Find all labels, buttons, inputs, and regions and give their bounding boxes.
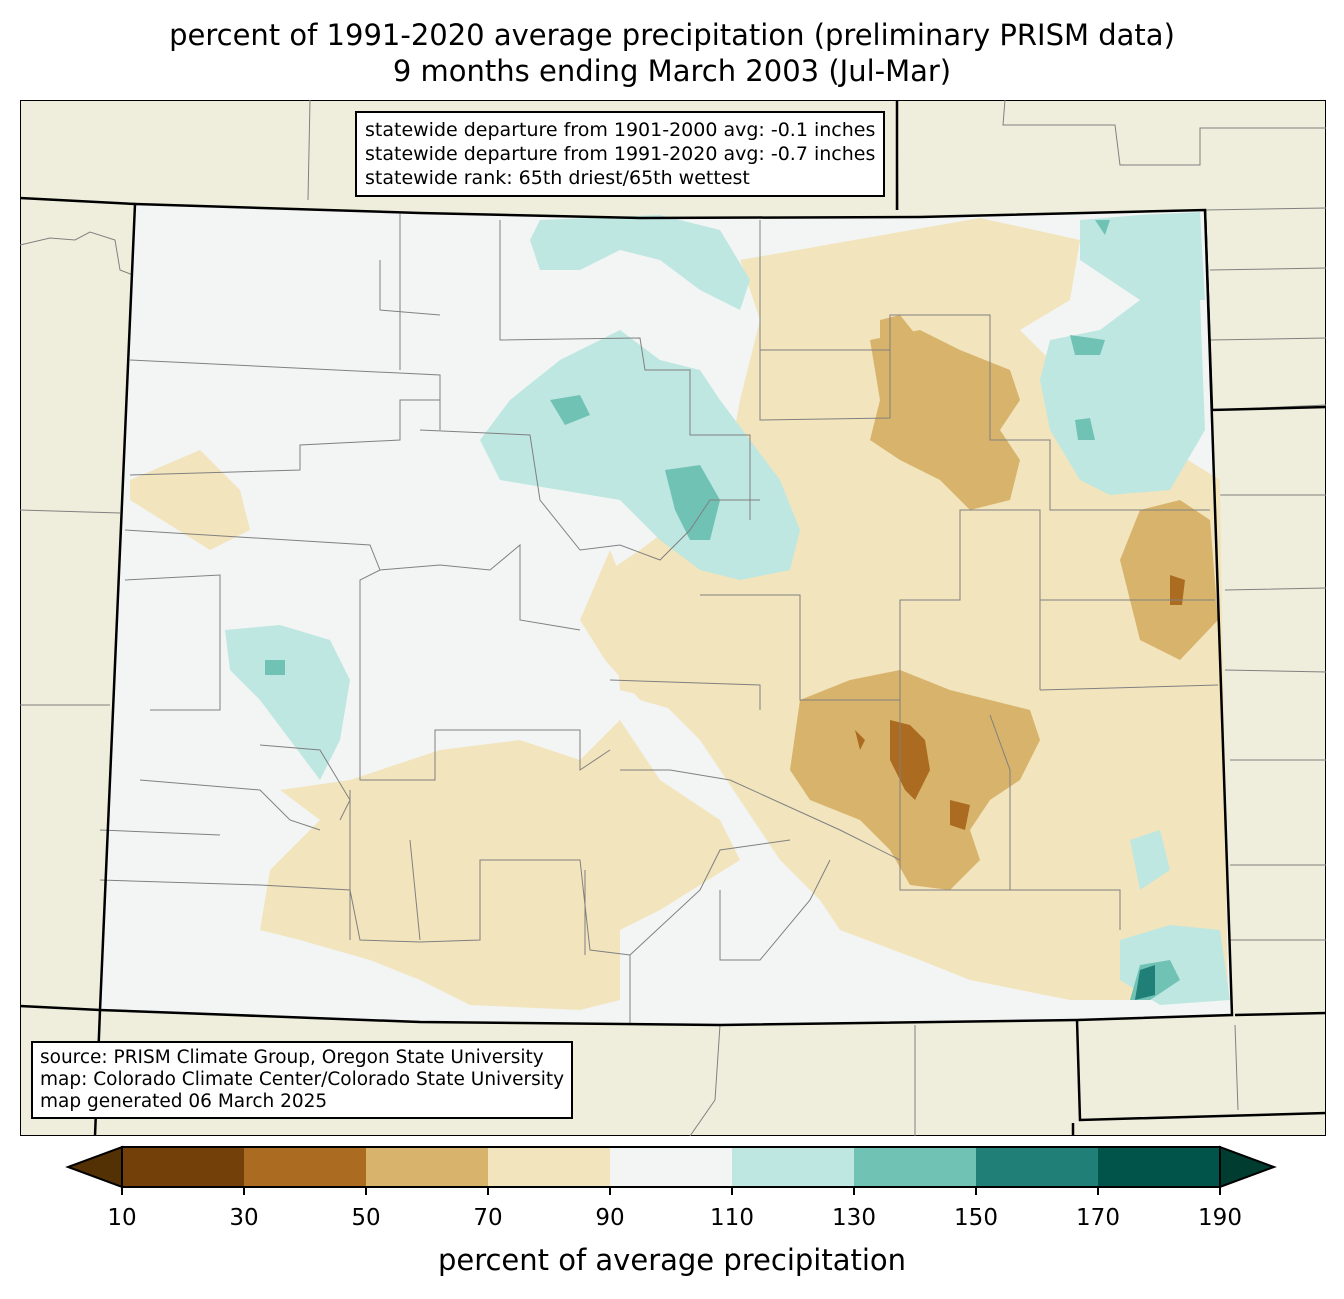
colorbar-tick-label: 110 (710, 1205, 754, 1231)
colorbar-segment (122, 1147, 244, 1187)
colorbar-tick-label: 130 (832, 1205, 876, 1231)
contour-110-130 (225, 212, 1230, 1005)
source-box: source: PRISM Climate Group, Oregon Stat… (31, 1041, 574, 1119)
precip-contours (130, 212, 1230, 1010)
contour-150-170 (1135, 965, 1155, 1000)
stat-rank: statewide rank: 65th driest/65th wettest (365, 167, 750, 189)
colorbar-segment (854, 1147, 976, 1187)
stat-departure-1991-2020: statewide departure from 1991-2020 avg: … (365, 143, 876, 165)
colorado-border (98, 202, 1234, 1027)
colorbar-over-arrow (1219, 1145, 1277, 1189)
map-title: percent of 1991-2020 average precipitati… (169, 18, 1175, 52)
precipitation-map (20, 100, 1326, 1136)
colorbar-tick-label: 170 (1076, 1205, 1120, 1231)
source-map: map: Colorado Climate Center/Colorado St… (40, 1069, 565, 1090)
colorbar-segment (488, 1147, 610, 1187)
colorbar-outline (121, 1146, 1221, 1188)
colorbar-segment (1098, 1147, 1220, 1187)
colorbar-segment (366, 1147, 488, 1187)
colorbar-tick-label: 30 (229, 1205, 259, 1231)
source-prism: source: PRISM Climate Group, Oregon Stat… (40, 1047, 544, 1068)
colorbar-under-arrow (65, 1145, 123, 1189)
colorbar-tick-label: 150 (954, 1205, 998, 1231)
colorbar-segment (732, 1147, 854, 1187)
colorbar-segment (244, 1147, 366, 1187)
statewide-stats-box: statewide departure from 1901-2000 avg: … (355, 111, 886, 197)
county-lines (99, 214, 1219, 1025)
colorbar-tick-label: 10 (107, 1205, 137, 1231)
map-subtitle: 9 months ending March 2003 (Jul-Mar) (392, 54, 952, 88)
colorbar-label: percent of average precipitation (437, 1243, 907, 1277)
colorbar-segment (976, 1147, 1098, 1187)
colorbar (65, 1145, 1277, 1195)
colorbar-tick-label: 190 (1198, 1205, 1242, 1231)
source-date: map generated 06 March 2025 (40, 1091, 328, 1112)
colorbar-tick-label: 50 (351, 1205, 381, 1231)
colorbar-tick-label: 90 (595, 1205, 625, 1231)
stat-departure-1901-2000: statewide departure from 1901-2000 avg: … (365, 119, 876, 141)
colorbar-tick-label: 70 (473, 1205, 503, 1231)
colorbar-segment (610, 1147, 732, 1187)
